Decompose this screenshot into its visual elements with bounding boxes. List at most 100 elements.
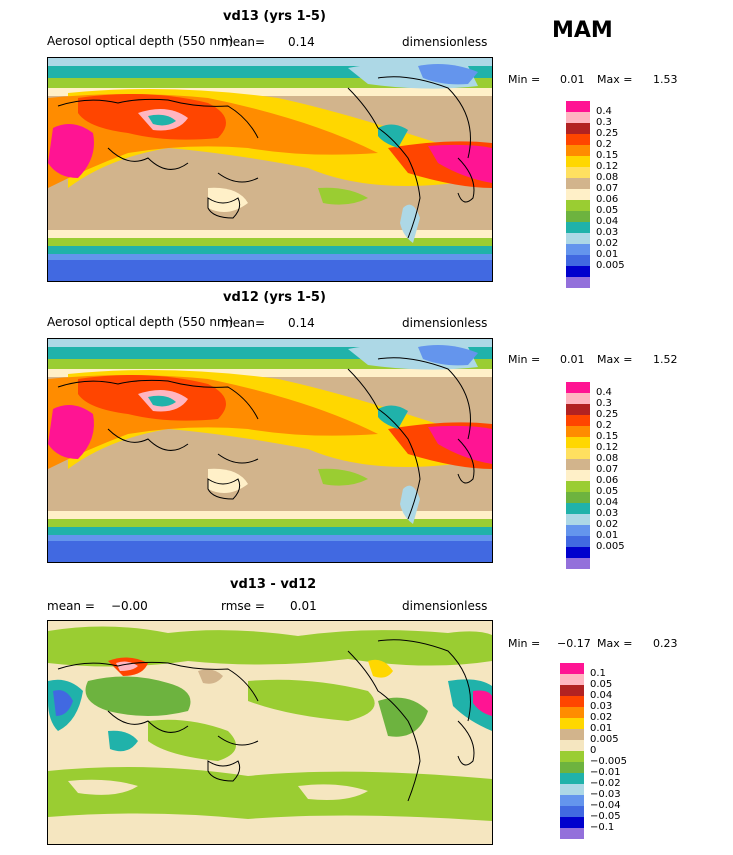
panel1-map	[47, 57, 493, 282]
colorbar-label: 0.08	[596, 172, 619, 183]
colorbar-swatch	[566, 448, 590, 459]
colorbar-label: 0.01	[596, 530, 619, 541]
colorbar-label: 0.01	[596, 249, 619, 260]
colorbar-label: −0.05	[590, 811, 621, 822]
colorbar-label: 0.1	[590, 668, 606, 679]
colorbar-swatch	[566, 222, 590, 233]
panel3-rmse-label: rmse =	[221, 599, 265, 613]
colorbar-label: 0.3	[596, 117, 612, 128]
colorbar-swatch	[560, 828, 584, 839]
panel2-max-value: 1.52	[653, 353, 678, 366]
colorbar-label: −0.005	[590, 756, 628, 767]
colorbar-swatch	[560, 740, 584, 751]
panel1-variable-label: Aerosol optical depth (550 nm)	[47, 34, 234, 48]
colorbar-label: 0.04	[590, 690, 613, 701]
panel3-title: vd13 - vd12	[230, 577, 317, 592]
panel1-map-svg	[48, 58, 492, 281]
panel3-max-value: 0.23	[653, 637, 678, 650]
colorbar-label: 0.05	[596, 205, 619, 216]
colorbar-swatch	[566, 101, 590, 112]
panel1-mean-value: 0.14	[288, 35, 315, 49]
panel3-mean-label: mean =	[47, 599, 95, 613]
panel2-min-value: 0.01	[560, 353, 585, 366]
colorbar-swatch	[560, 729, 584, 740]
panel3-min-value: −0.17	[557, 637, 591, 650]
colorbar-label: 0.15	[596, 431, 619, 442]
colorbar-swatch	[560, 795, 584, 806]
colorbar-swatch	[566, 404, 590, 415]
colorbar-swatch	[566, 415, 590, 426]
colorbar-swatch	[566, 266, 590, 277]
colorbar-label: 0.02	[590, 712, 613, 723]
colorbar-label: −0.03	[590, 789, 621, 800]
colorbar-label: 0.4	[596, 106, 612, 117]
colorbar-label: 0.01	[590, 723, 613, 734]
colorbar-label: 0.25	[596, 409, 619, 420]
colorbar-label: 0.02	[596, 238, 619, 249]
panel1-colorbar: 0.4 0.3 0.25 0.2 0.15 0.12 0.08 0.07 0.06 0.05 0.0…	[566, 101, 646, 288]
colorbar-swatch	[566, 525, 590, 536]
colorbar-label: 0.3	[596, 398, 612, 409]
panel2-max-label: Max =	[597, 353, 633, 366]
colorbar-label: −0.01	[590, 767, 621, 778]
colorbar-swatch	[566, 514, 590, 525]
colorbar-label: 0.05	[590, 679, 613, 690]
colorbar-swatch	[566, 167, 590, 178]
colorbar-label: 0.12	[596, 442, 619, 453]
colorbar-swatch	[560, 817, 584, 828]
panel3-map	[47, 620, 493, 845]
colorbar-swatch	[566, 233, 590, 244]
panel2-min-label: Min =	[508, 353, 541, 366]
colorbar-swatch	[566, 255, 590, 266]
panel2-mean-value: 0.14	[288, 316, 315, 330]
colorbar-label: 0.2	[596, 139, 612, 150]
panel1-min-label: Min =	[508, 73, 541, 86]
panel3-colorbar: 0.1 0.05 0.04 0.03 0.02 0.01 0.005 0 −0.005 −0.01…	[560, 663, 650, 839]
colorbar-label: 0.04	[596, 216, 619, 227]
colorbar-label: 0.03	[596, 227, 619, 238]
panel3-units: dimensionless	[402, 599, 488, 613]
colorbar-swatch	[566, 558, 590, 569]
panel2-colorbar: 0.4 0.3 0.25 0.2 0.15 0.12 0.08 0.07 0.06 0.05 0.0…	[566, 382, 646, 569]
panel3-min-label: Min =	[508, 637, 541, 650]
colorbar-label: 0.05	[596, 486, 619, 497]
panel1-max-label: Max =	[597, 73, 633, 86]
panel3-map-svg	[48, 621, 492, 844]
panel3-max-label: Max =	[597, 637, 633, 650]
colorbar-swatch	[566, 200, 590, 211]
panel2-map	[47, 338, 493, 563]
colorbar-label: 0.06	[596, 194, 619, 205]
colorbar-label: −0.02	[590, 778, 621, 789]
colorbar-swatch	[566, 382, 590, 393]
colorbar-label: 0	[590, 745, 597, 756]
colorbar-swatch	[566, 470, 590, 481]
colorbar-label: 0.25	[596, 128, 619, 139]
colorbar-label: −0.1	[590, 822, 615, 833]
colorbar-swatch	[566, 189, 590, 200]
colorbar-label: 0.005	[590, 734, 619, 745]
colorbar-swatch	[566, 459, 590, 470]
colorbar-label: 0.02	[596, 519, 619, 530]
colorbar-label: −0.04	[590, 800, 621, 811]
colorbar-swatch	[566, 536, 590, 547]
colorbar-swatch	[566, 211, 590, 222]
colorbar-label: 0.005	[596, 541, 625, 552]
colorbar-swatch	[566, 244, 590, 255]
panel2-mean-label: mean=	[221, 316, 266, 330]
colorbar-label: 0.06	[596, 475, 619, 486]
colorbar-swatch	[560, 751, 584, 762]
colorbar-swatch	[566, 492, 590, 503]
panel1-max-value: 1.53	[653, 73, 678, 86]
colorbar-label: 0.005	[596, 260, 625, 271]
season-label: MAM	[552, 18, 613, 43]
colorbar-swatch	[566, 503, 590, 514]
colorbar-swatch	[566, 145, 590, 156]
colorbar-label: 0.08	[596, 453, 619, 464]
colorbar-label: 0.15	[596, 150, 619, 161]
colorbar-swatch	[566, 481, 590, 492]
colorbar-swatch	[566, 277, 590, 288]
panel1-units: dimensionless	[402, 35, 488, 49]
panel3-mean-value: −0.00	[111, 599, 148, 613]
colorbar-swatch	[560, 674, 584, 685]
panel1-min-value: 0.01	[560, 73, 585, 86]
